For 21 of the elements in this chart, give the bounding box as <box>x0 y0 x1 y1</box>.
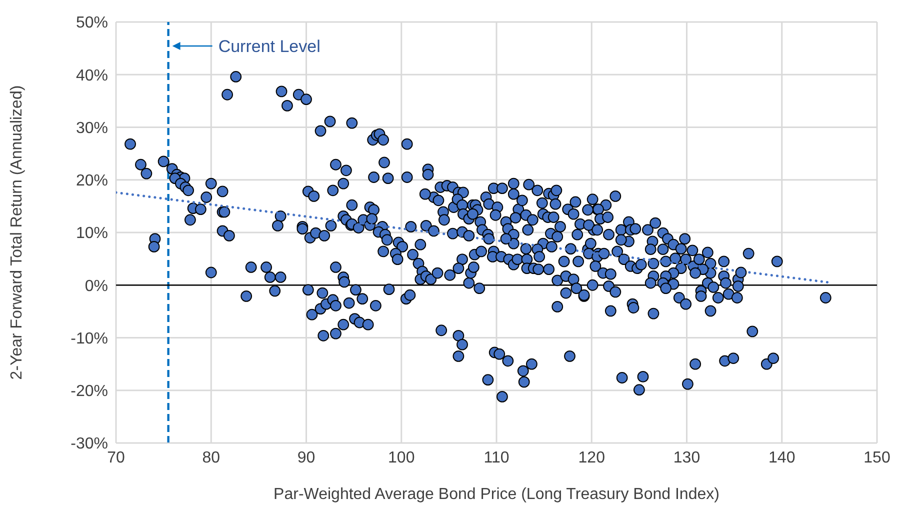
y-tick-label: 10% <box>76 225 108 242</box>
x-tick-label: 120 <box>578 449 606 466</box>
y-tick-label: -10% <box>70 330 108 348</box>
x-tick-label: 80 <box>202 449 220 466</box>
y-tick-label: 0% <box>84 278 108 295</box>
y-tick-label: 30% <box>76 120 108 137</box>
ref-line-label: Current Level <box>218 37 320 56</box>
y-tick-label: 20% <box>76 172 108 190</box>
y-tick-label: 40% <box>76 67 108 84</box>
y-axis-title: 2-Year Forward Total Return (Annualized) <box>8 85 26 380</box>
y-tick-label: 50% <box>76 14 108 32</box>
x-axis-title: Par-Weighted Average Bond Price (Long Treasury Bond Index) <box>274 486 720 503</box>
x-tick-label: 150 <box>864 449 890 466</box>
x-tick-label: 90 <box>297 449 316 466</box>
y-tick-label: -20% <box>70 383 108 400</box>
y-tick-label: -30% <box>70 436 108 453</box>
x-tick-label: 100 <box>388 449 415 466</box>
x-tick-label: 70 <box>107 449 125 466</box>
x-tick-label: 140 <box>768 449 796 466</box>
x-tick-label: 110 <box>484 449 510 466</box>
x-tick-label: 130 <box>673 449 700 466</box>
